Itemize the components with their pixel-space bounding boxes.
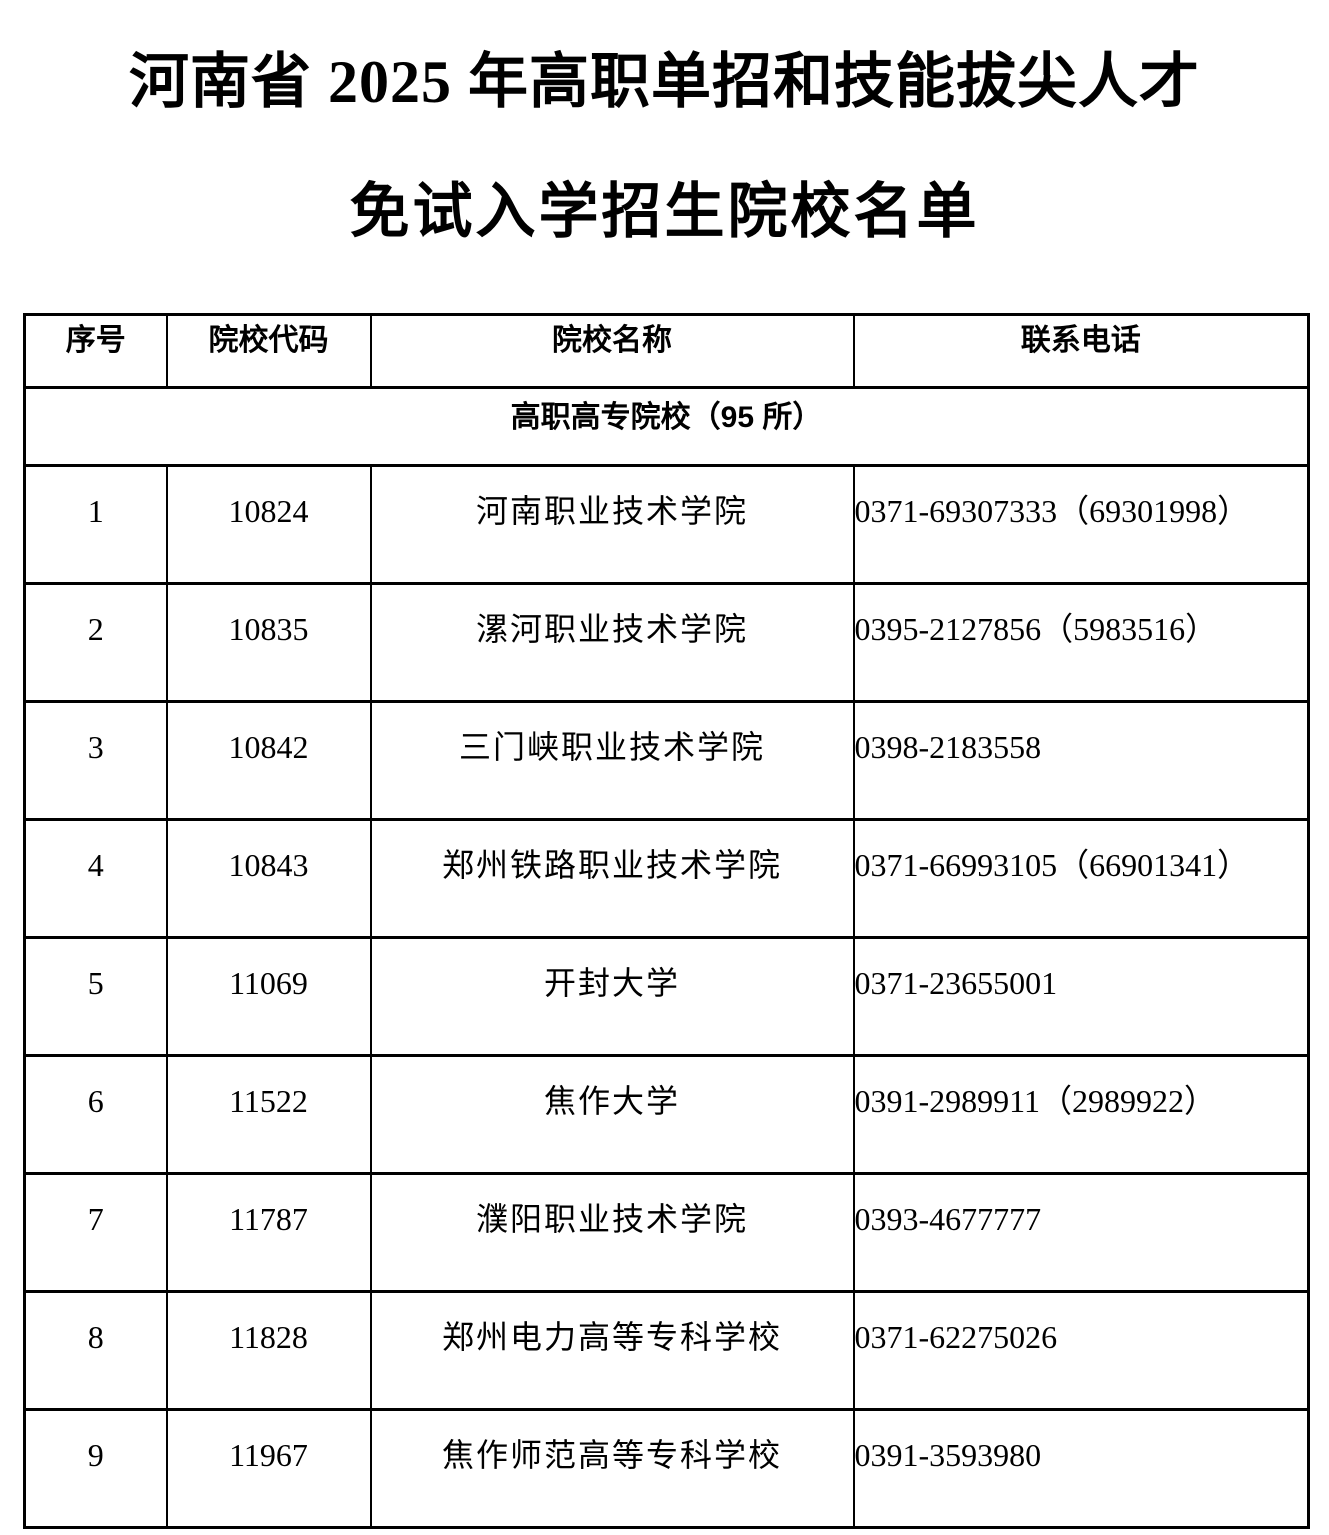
cell-serial: 4	[23, 818, 168, 939]
cell-code: 11787	[165, 1172, 372, 1293]
column-header-code: 院校代码	[165, 313, 372, 389]
table-row: 3 10842 三门峡职业技术学院 0398-2183558	[23, 700, 1310, 821]
cell-code: 10842	[165, 700, 372, 821]
table-row: 8 11828 郑州电力高等专科学校 0371-62275026	[23, 1290, 1310, 1411]
cell-serial: 3	[23, 700, 168, 821]
column-header-name: 院校名称	[369, 313, 855, 389]
cell-code: 10835	[165, 582, 372, 703]
cell-phone: 0398-2183558	[852, 700, 1310, 821]
table-header-row: 序号 院校代码 院校名称 联系电话	[23, 313, 1310, 389]
title-line-2: 免试入学招生院校名单	[349, 179, 980, 245]
column-header-serial: 序号	[23, 313, 168, 389]
cell-serial: 7	[23, 1172, 168, 1293]
title-line-1: 河南省 2025 年高职单招和技能拔尖人才	[129, 49, 1200, 115]
cell-name: 濮阳职业技术学院	[369, 1172, 855, 1293]
institution-table: 序号 院校代码 院校名称 联系电话 高职高专院校（95 所） 1 10824 河…	[23, 313, 1310, 1529]
cell-phone: 0391-3593980	[852, 1408, 1310, 1529]
cell-name: 郑州铁路职业技术学院	[369, 818, 855, 939]
cell-name: 焦作大学	[369, 1054, 855, 1175]
table-row: 5 11069 开封大学 0371-23655001	[23, 936, 1310, 1057]
table-row: 2 10835 漯河职业技术学院 0395-2127856（5983516）	[23, 582, 1310, 703]
cell-name: 漯河职业技术学院	[369, 582, 855, 703]
table-row: 1 10824 河南职业技术学院 0371-69307333（69301998）	[23, 464, 1310, 585]
cell-name: 三门峡职业技术学院	[369, 700, 855, 821]
cell-serial: 5	[23, 936, 168, 1057]
cell-serial: 2	[23, 582, 168, 703]
section-header-row: 高职高专院校（95 所）	[23, 386, 1310, 467]
cell-phone: 0371-69307333（69301998）	[852, 464, 1310, 585]
cell-name: 焦作师范高等专科学校	[369, 1408, 855, 1529]
cell-serial: 1	[23, 464, 168, 585]
section-header-label: 高职高专院校（95 所）	[23, 386, 1310, 467]
table-row: 6 11522 焦作大学 0391-2989911（2989922）	[23, 1054, 1310, 1175]
cell-code: 11967	[165, 1408, 372, 1529]
document-title: 河南省 2025 年高职单招和技能拔尖人才 免试入学招生院校名单	[0, 0, 1329, 242]
table-row: 4 10843 郑州铁路职业技术学院 0371-66993105（6690134…	[23, 818, 1310, 939]
column-header-phone: 联系电话	[852, 313, 1310, 389]
cell-phone: 0391-2989911（2989922）	[852, 1054, 1310, 1175]
cell-serial: 9	[23, 1408, 168, 1529]
cell-code: 11522	[165, 1054, 372, 1175]
table-row: 7 11787 濮阳职业技术学院 0393-4677777	[23, 1172, 1310, 1293]
cell-phone: 0395-2127856（5983516）	[852, 582, 1310, 703]
cell-code: 11828	[165, 1290, 372, 1411]
cell-code: 10843	[165, 818, 372, 939]
table-row: 9 11967 焦作师范高等专科学校 0391-3593980	[23, 1408, 1310, 1529]
cell-phone: 0371-66993105（66901341）	[852, 818, 1310, 939]
cell-serial: 6	[23, 1054, 168, 1175]
cell-code: 10824	[165, 464, 372, 585]
cell-phone: 0393-4677777	[852, 1172, 1310, 1293]
cell-name: 河南职业技术学院	[369, 464, 855, 585]
cell-name: 开封大学	[369, 936, 855, 1057]
cell-phone: 0371-23655001	[852, 936, 1310, 1057]
cell-code: 11069	[165, 936, 372, 1057]
cell-serial: 8	[23, 1290, 168, 1411]
cell-name: 郑州电力高等专科学校	[369, 1290, 855, 1411]
cell-phone: 0371-62275026	[852, 1290, 1310, 1411]
